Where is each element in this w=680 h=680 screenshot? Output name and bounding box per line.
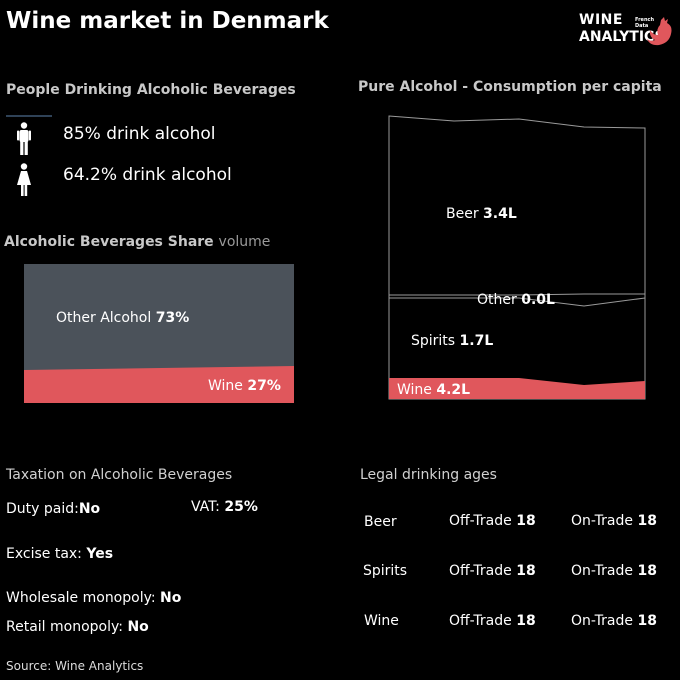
age-off-beer: Off-Trade 18 [449, 513, 536, 529]
spirits-label: Spirits 1.7L [411, 333, 493, 349]
age-row-name-wine: Wine [364, 613, 399, 629]
wholesale-monopoly: Wholesale monopoly: No [6, 590, 182, 606]
female-stat: 64.2% drink alcohol [63, 165, 232, 185]
taxation-heading: Taxation on Alcoholic Beverages [6, 467, 233, 483]
ages-heading: Legal drinking ages [360, 467, 497, 483]
age-off-spirits: Off-Trade 18 [449, 563, 536, 579]
heading-underline [6, 115, 52, 117]
logo-line1: WINE [579, 12, 623, 28]
source-note: Source: Wine Analytics [6, 659, 144, 673]
age-on-beer: On-Trade 18 [571, 513, 657, 529]
consumption-chart: Beer 3.4L Other 0.0L Spirits 1.7L Wine 4… [388, 115, 646, 400]
share-wine-area [24, 366, 294, 403]
share-label-other: Other Alcohol 73% [56, 310, 189, 326]
age-on-wine: On-Trade 18 [571, 613, 657, 629]
age-off-wine: Off-Trade 18 [449, 613, 536, 629]
male-stat: 85% drink alcohol [63, 124, 216, 144]
beer-boundary [389, 293, 645, 296]
excise-tax: Excise tax: Yes [6, 546, 114, 562]
female-icon [17, 163, 31, 196]
male-icon [17, 122, 31, 155]
retail-monopoly: Retail monopoly: No [6, 619, 149, 635]
age-row-name-beer: Beer [364, 514, 397, 530]
people-heading: People Drinking Alcoholic Beverages [6, 82, 296, 98]
logo-tagline: French Data [635, 17, 655, 29]
vat: VAT: 25% [191, 499, 258, 515]
page-title: Wine market in Denmark [6, 8, 329, 34]
share-heading: Alcoholic Beverages Share volume [4, 234, 271, 250]
brand-logo: WINE French Data ANALYTICS [579, 12, 675, 50]
logo-line2: ANALYTICS [579, 29, 665, 45]
consumption-heading: Pure Alcohol - Consumption per capita [358, 79, 662, 95]
share-label-wine: Wine 27% [208, 378, 281, 394]
wine-label: Wine 4.2L [397, 382, 470, 398]
age-row-name-spirits: Spirits [363, 563, 408, 579]
duty-paid: Duty paid:No [6, 501, 101, 517]
other-boundary [389, 297, 646, 307]
age-on-spirits: On-Trade 18 [571, 563, 657, 579]
consumption-frame [388, 115, 646, 400]
share-chart: Other Alcohol 73% Wine 27% [24, 264, 294, 403]
beer-label: Beer 3.4L [446, 206, 517, 222]
other-label: Other 0.0L [477, 292, 555, 308]
rooster-icon [647, 17, 672, 46]
wine-area [389, 378, 645, 399]
